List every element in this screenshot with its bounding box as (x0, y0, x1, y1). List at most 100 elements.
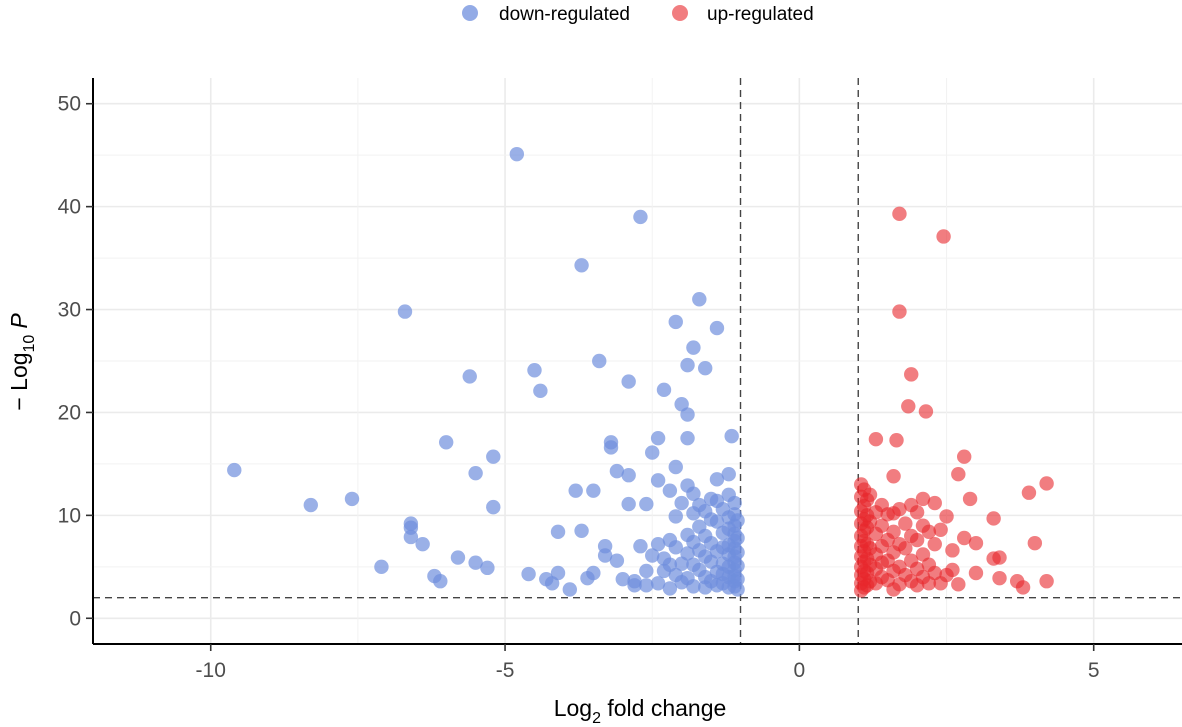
point-down-regulated (645, 445, 660, 460)
point-down-regulated (650, 536, 666, 552)
point-down-regulated (724, 428, 739, 444)
point-up-regulated (968, 565, 984, 581)
point-down-regulated (609, 553, 625, 568)
point-down-regulated (621, 468, 636, 483)
legend-marker-up-regulated (672, 5, 688, 21)
point-down-regulated (709, 514, 725, 529)
point-up-regulated (933, 522, 948, 537)
point-down-regulated (597, 548, 613, 563)
point-down-regulated (403, 529, 419, 545)
point-down-regulated (662, 483, 678, 498)
point-up-regulated (1021, 485, 1037, 500)
point-down-regulated (668, 509, 683, 524)
point-up-regulated (1039, 574, 1054, 589)
point-down-regulated (633, 209, 648, 225)
point-down-regulated (480, 560, 495, 576)
point-down-regulated (650, 576, 666, 591)
x-axis-title: Log2 fold change (554, 695, 727, 727)
point-up-regulated (945, 562, 960, 578)
point-up-regulated (1015, 580, 1031, 595)
point-down-regulated (730, 571, 745, 587)
point-down-regulated (650, 473, 666, 488)
point-down-regulated (650, 430, 666, 446)
point-up-regulated (915, 491, 931, 507)
point-down-regulated (680, 430, 695, 446)
point-up-regulated (868, 432, 884, 447)
point-up-regulated (892, 206, 907, 222)
point-up-regulated (874, 518, 889, 533)
x-tick-label: -5 (496, 659, 515, 682)
point-down-regulated (633, 539, 648, 554)
point-down-regulated (656, 382, 672, 398)
point-down-regulated (568, 483, 583, 498)
point-down-regulated (615, 571, 630, 587)
point-down-regulated (609, 463, 625, 479)
point-up-regulated (1027, 535, 1043, 551)
point-up-regulated (927, 495, 942, 511)
point-down-regulated (668, 459, 683, 475)
point-up-regulated (957, 530, 972, 546)
point-up-regulated (951, 467, 966, 482)
point-up-regulated (945, 543, 960, 558)
y-tick-label: 50 (58, 93, 81, 116)
point-down-regulated (730, 545, 745, 560)
point-down-regulated (692, 292, 707, 307)
y-tick-label: 10 (58, 504, 81, 527)
point-up-regulated (921, 524, 937, 540)
point-down-regulated (303, 497, 318, 513)
point-down-regulated (686, 340, 701, 355)
y-axis-title: − Log10P (6, 313, 38, 411)
point-up-regulated (927, 536, 942, 552)
point-down-regulated (521, 566, 536, 582)
y-tick-label: 0 (69, 607, 81, 630)
point-down-regulated (574, 523, 589, 538)
point-down-regulated (674, 495, 689, 511)
point-up-regulated (951, 577, 966, 592)
legend-label-down-regulated: down-regulated (499, 4, 630, 25)
y-tick-label: 40 (58, 196, 81, 219)
point-down-regulated (645, 548, 660, 563)
point-up-regulated (889, 433, 904, 448)
point-down-regulated (680, 357, 695, 373)
data-points (227, 146, 1054, 598)
point-down-regulated (621, 374, 636, 389)
point-down-regulated (639, 578, 654, 593)
point-down-regulated (550, 565, 566, 581)
point-down-regulated (486, 449, 501, 464)
point-down-regulated (438, 435, 454, 450)
point-down-regulated (709, 472, 725, 487)
point-down-regulated (697, 361, 713, 376)
x-tick-label: -10 (196, 659, 226, 682)
point-down-regulated (397, 304, 413, 319)
point-down-regulated (727, 495, 742, 511)
point-up-regulated (957, 449, 972, 464)
point-down-regulated (686, 486, 701, 501)
point-down-regulated (586, 483, 601, 498)
point-down-regulated (468, 555, 483, 570)
point-up-regulated (898, 516, 913, 531)
point-up-regulated (968, 535, 984, 551)
point-down-regulated (462, 369, 477, 384)
point-down-regulated (562, 582, 578, 597)
point-up-regulated (962, 491, 978, 507)
point-down-regulated (680, 546, 695, 561)
point-down-regulated (415, 536, 430, 552)
point-down-regulated (344, 491, 360, 507)
point-down-regulated (621, 496, 636, 512)
point-up-regulated (898, 541, 913, 556)
y-tick-label: 20 (58, 401, 81, 424)
point-down-regulated (721, 467, 736, 482)
point-up-regulated (992, 550, 1007, 565)
point-down-regulated (639, 496, 654, 512)
point-down-regulated (533, 383, 548, 399)
point-up-regulated (892, 304, 907, 319)
point-down-regulated (730, 582, 745, 597)
point-up-regulated (918, 404, 934, 419)
x-axis-ticks: -10 -5 0 5 (196, 644, 1100, 682)
point-down-regulated (603, 440, 619, 455)
point-up-regulated (936, 229, 951, 244)
point-down-regulated (592, 353, 607, 369)
point-down-regulated (227, 462, 242, 478)
point-up-regulated (901, 399, 916, 414)
grid-major (93, 78, 1182, 644)
